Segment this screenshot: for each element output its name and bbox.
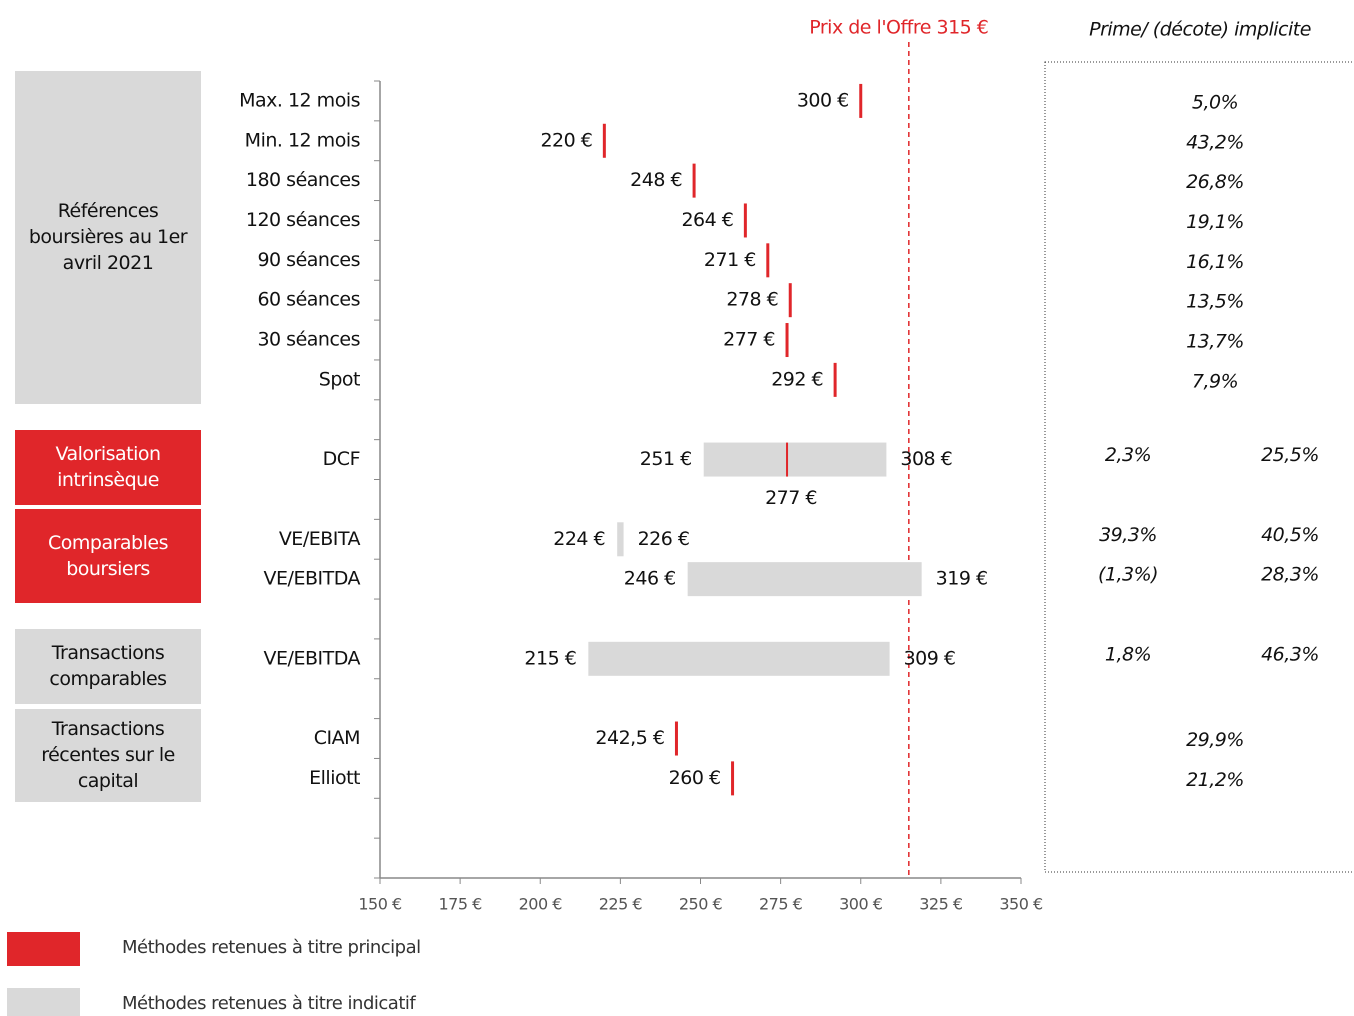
category-label: VE/EBITA <box>279 528 361 550</box>
category-label: 90 séances <box>257 249 360 271</box>
low-label: 224 € <box>553 528 605 550</box>
category-label: Min. 12 mois <box>245 129 360 151</box>
category-label: 180 séances <box>246 169 360 191</box>
x-tick-label: 350 € <box>999 895 1043 914</box>
x-tick-label: 175 € <box>438 895 482 914</box>
range-bar <box>703 442 887 477</box>
group-box: Références boursières au 1er avril 2021 <box>15 70 201 404</box>
premium-high: 28,3% <box>1261 564 1319 586</box>
value-label: 242,5 € <box>595 727 664 749</box>
x-tick-label: 250 € <box>679 895 723 914</box>
category-label: CIAM <box>314 727 360 749</box>
group-box: Transactions récentes sur le capital <box>15 708 201 803</box>
premium-high: 40,5% <box>1261 524 1319 546</box>
premium: 19,1% <box>1186 211 1244 233</box>
range-bar <box>687 562 922 597</box>
value-label: 277 € <box>723 329 775 351</box>
premium: 13,5% <box>1186 291 1244 313</box>
category-label: VE/EBITDA <box>264 647 361 669</box>
category-label: Spot <box>319 368 360 390</box>
premium: 5,0% <box>1192 91 1238 113</box>
premium-low: 39,3% <box>1099 524 1157 546</box>
low-label: 246 € <box>624 568 676 590</box>
x-tick-label: 275 € <box>759 895 803 914</box>
value-label: 277 € <box>765 487 817 509</box>
premium-high: 46,3% <box>1261 643 1319 665</box>
legend-label: Méthodes retenues à titre principal <box>122 937 421 958</box>
value-label: 278 € <box>726 289 778 311</box>
high-label: 226 € <box>638 528 690 550</box>
x-tick-label: 300 € <box>839 895 883 914</box>
value-label: 220 € <box>540 129 592 151</box>
premium: 13,7% <box>1186 331 1244 353</box>
category-label: 120 séances <box>246 209 360 231</box>
premium: 43,2% <box>1186 131 1244 153</box>
premium-high: 25,5% <box>1261 444 1319 466</box>
high-label: 308 € <box>900 448 952 470</box>
offer-label: Prix de l'Offre 315 € <box>809 17 988 39</box>
category-label: 30 séances <box>257 329 360 351</box>
category-label: 60 séances <box>257 289 360 311</box>
value-label: 248 € <box>630 169 682 191</box>
group-box: Transactions comparables <box>15 628 201 704</box>
low-label: 251 € <box>640 448 692 470</box>
premium-header: Prime/ (décote) implicite <box>1089 19 1311 41</box>
value-label: 264 € <box>681 209 733 231</box>
premium-box <box>1044 61 1354 873</box>
premium: 29,9% <box>1186 729 1244 751</box>
x-tick-label: 225 € <box>599 895 643 914</box>
high-label: 319 € <box>936 568 988 590</box>
legend-label: Méthodes retenues à titre indicatif <box>122 993 416 1014</box>
category-label: DCF <box>323 448 360 470</box>
premium: 21,2% <box>1186 769 1244 791</box>
premium-low: 1,8% <box>1105 643 1151 665</box>
x-tick-label: 325 € <box>919 895 963 914</box>
legend-swatch <box>7 932 80 966</box>
legend-swatch <box>7 988 80 1016</box>
premium: 16,1% <box>1186 251 1244 273</box>
premium: 7,9% <box>1192 370 1238 392</box>
value-label: 292 € <box>771 368 823 390</box>
value-label: 300 € <box>797 89 849 111</box>
x-tick-label: 200 € <box>519 895 563 914</box>
range-bar <box>588 641 890 676</box>
premium-low: (1,3%) <box>1098 564 1158 586</box>
category-label: Max. 12 mois <box>239 89 360 111</box>
group-box: Valorisation intrinsèque <box>15 429 201 505</box>
low-label: 215 € <box>524 647 576 669</box>
premium-low: 2,3% <box>1105 444 1151 466</box>
category-label: VE/EBITDA <box>264 568 361 590</box>
group-box: Comparables boursiers <box>15 509 201 604</box>
high-label: 309 € <box>904 647 956 669</box>
value-label: 271 € <box>704 249 756 271</box>
range-bar <box>617 522 624 557</box>
premium: 26,8% <box>1186 171 1244 193</box>
x-tick-label: 150 € <box>358 895 402 914</box>
value-label: 260 € <box>669 767 721 789</box>
category-label: Elliott <box>309 767 360 789</box>
